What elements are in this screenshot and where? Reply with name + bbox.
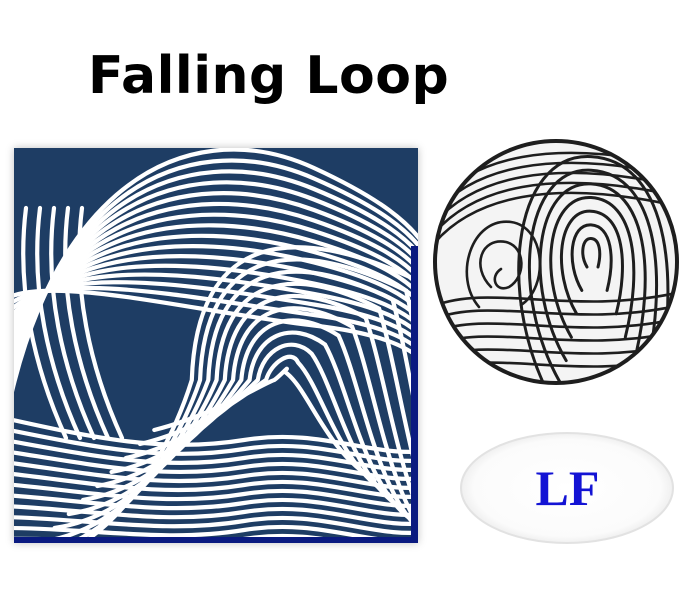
ridge-line <box>38 269 418 543</box>
sketch-line <box>465 220 542 309</box>
sketch-line <box>581 237 602 269</box>
pattern-code-badge: LF <box>459 431 676 545</box>
ridge-line <box>14 493 418 518</box>
ridge-line <box>14 288 418 360</box>
sketch-line <box>549 196 636 339</box>
ridge-line <box>77 205 125 441</box>
sketch-line <box>570 223 613 292</box>
sketch-line <box>435 191 677 249</box>
ridge-line <box>14 461 418 491</box>
page-title: Falling Loop <box>88 46 450 106</box>
ridge-line <box>14 439 418 473</box>
ridge-line <box>14 482 418 509</box>
ridge-line <box>65 257 418 543</box>
ridge-line <box>14 450 418 482</box>
ridge-line <box>63 205 111 441</box>
ridge-line <box>14 472 418 500</box>
sketch-line <box>435 290 677 309</box>
ridge-line <box>14 504 418 527</box>
ridge-line <box>21 205 69 441</box>
badge-label: LF <box>535 460 600 516</box>
sketch-line <box>435 181 677 239</box>
ridge-line <box>14 418 418 455</box>
ridge-line <box>14 515 418 536</box>
sketch-line <box>479 240 523 290</box>
ridge-line <box>49 205 97 441</box>
ridge-line <box>35 205 83 441</box>
fingerprint-square-image <box>14 148 418 543</box>
sketch-line <box>559 209 624 316</box>
sketch-line <box>435 303 677 322</box>
ridge-line <box>14 428 418 464</box>
fingerprint-circle-sketch <box>431 137 681 387</box>
